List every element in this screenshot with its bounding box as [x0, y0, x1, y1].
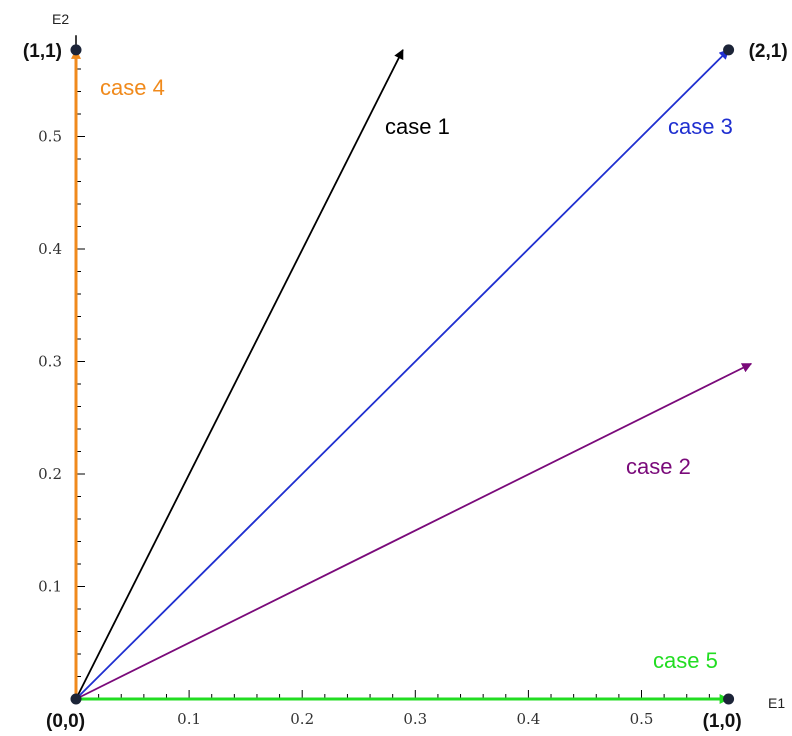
- point-marker: [723, 693, 735, 705]
- y-tick-label: 0.1: [38, 578, 62, 596]
- point-label-origin: (0,0): [46, 711, 85, 732]
- case-5-label: case 5: [653, 648, 718, 673]
- point-marker: [70, 693, 82, 705]
- point-label-1-0: (1,0): [703, 711, 742, 732]
- vector-case-2: [75, 362, 753, 700]
- y-tick-label: 0.3: [38, 353, 62, 371]
- ticks: 0.1 0.2 0.3 0.4 0.5 0.1 0.2 0.3 0.4 0.5: [38, 68, 710, 728]
- x-tick-label: 0.2: [290, 710, 314, 728]
- vectors: [71, 48, 753, 704]
- y-tick-label: 0.2: [38, 465, 62, 483]
- y-tick-label: 0.5: [38, 128, 62, 146]
- points: [70, 44, 735, 705]
- point-label-2-1: (2,1): [749, 41, 788, 62]
- case-4-label: case 4: [100, 75, 165, 100]
- case-2-label: case 2: [626, 454, 691, 479]
- y-axis-title: E2: [52, 11, 69, 27]
- x-axis-title: E1: [768, 695, 785, 711]
- y-tick-label: 0.4: [38, 240, 62, 258]
- x-tick-label: 0.3: [403, 710, 427, 728]
- case-3-label: case 3: [668, 114, 733, 139]
- x-tick-label: 0.5: [630, 710, 654, 728]
- case-1-label: case 1: [385, 114, 450, 139]
- vector-case-3: [75, 49, 730, 700]
- point-marker: [723, 44, 735, 56]
- x-tick-label: 0.1: [177, 710, 201, 728]
- point-label-1-1: (1,1): [23, 41, 62, 62]
- point-marker: [70, 44, 82, 56]
- x-tick-label: 0.4: [516, 710, 540, 728]
- vector-case-1: [75, 48, 404, 700]
